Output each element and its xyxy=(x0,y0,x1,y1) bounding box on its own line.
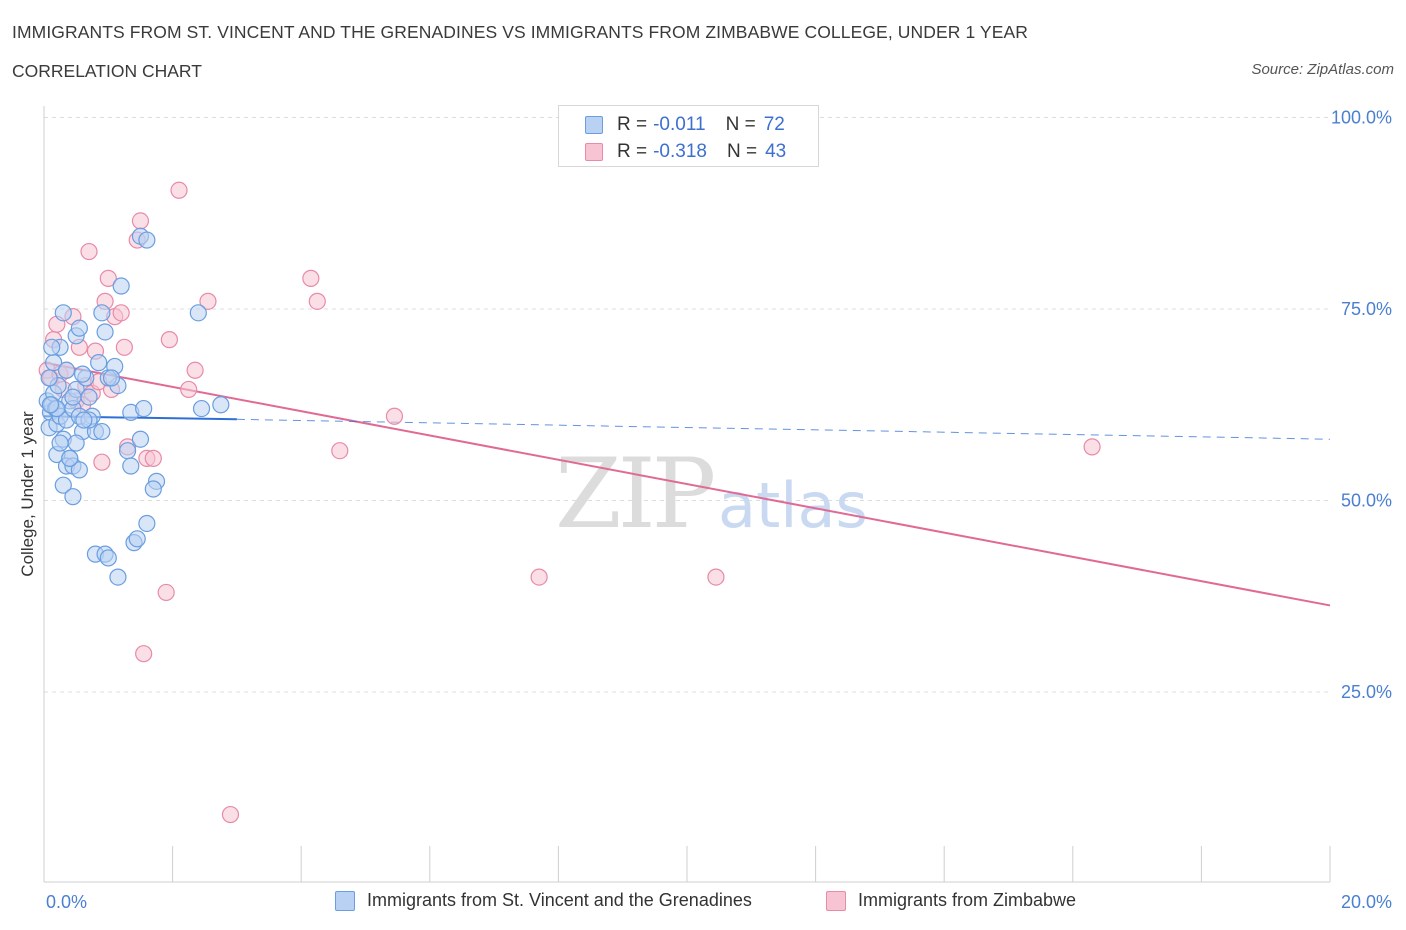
data-point-series2 xyxy=(308,292,326,310)
data-point-series2 xyxy=(80,242,98,261)
watermark: ZIP atlas xyxy=(555,438,868,550)
y-tick-label: 100.0% xyxy=(1331,108,1392,128)
data-point-series2 xyxy=(99,269,117,287)
data-point-series1 xyxy=(43,338,61,356)
data-point-series1 xyxy=(112,277,130,295)
data-point-series1 xyxy=(80,388,98,406)
legend-swatch-series1 xyxy=(335,890,355,911)
chart-title: IMMIGRANTS FROM ST. VINCENT AND THE GREN… xyxy=(12,22,1028,42)
legend-item-series2[interactable]: Immigrants from Zimbabwe xyxy=(826,890,1076,911)
data-point-series2 xyxy=(93,453,111,471)
x-tick-label: 20.0% xyxy=(1341,892,1392,912)
data-point-series2 xyxy=(157,583,175,602)
chart-subtitle: CORRELATION CHART xyxy=(12,61,202,81)
legend-swatch-series2 xyxy=(826,890,846,911)
data-point-series2 xyxy=(144,449,162,467)
y-tick-label: 25.0% xyxy=(1341,682,1392,702)
data-point-series1 xyxy=(93,422,111,441)
data-point-series1 xyxy=(90,354,108,372)
data-point-series2 xyxy=(221,805,240,824)
data-point-series2 xyxy=(135,645,153,663)
data-point-series1 xyxy=(128,530,146,548)
legend-item-series1[interactable]: Immigrants from St. Vincent and the Gren… xyxy=(335,890,752,911)
series2-points xyxy=(38,181,1101,824)
legend-swatch-series2 xyxy=(585,143,603,161)
data-point-series2 xyxy=(180,380,198,399)
data-point-series2 xyxy=(199,292,217,310)
data-point-series1 xyxy=(109,568,127,586)
data-point-series1 xyxy=(131,430,150,448)
data-point-series1 xyxy=(138,231,156,249)
legend-swatch-series1 xyxy=(585,116,603,134)
data-point-series1 xyxy=(51,434,69,452)
data-point-series2 xyxy=(115,338,133,356)
y-axis-label: College, Under 1 year xyxy=(18,411,37,577)
data-point-series1 xyxy=(70,319,88,337)
data-point-series1 xyxy=(144,480,162,498)
legend-n-label: N = xyxy=(725,114,756,135)
data-point-series2 xyxy=(707,568,725,586)
legend-r-label: R = xyxy=(617,114,648,135)
grid-lines xyxy=(44,117,1330,693)
trend-line-series1-extension xyxy=(236,418,1331,440)
data-point-series1 xyxy=(41,396,60,414)
data-point-series1 xyxy=(54,476,72,494)
x-tick-label: 0.0% xyxy=(46,892,87,912)
data-point-series1 xyxy=(212,396,230,414)
data-point-series1 xyxy=(99,549,117,567)
data-point-series1 xyxy=(135,399,153,418)
series1-points xyxy=(38,227,230,586)
data-point-series1 xyxy=(122,457,140,475)
watermark-zip: ZIP xyxy=(555,438,714,550)
data-point-series1 xyxy=(102,369,121,387)
data-point-series2 xyxy=(112,304,130,322)
data-point-series2 xyxy=(160,331,178,349)
data-point-series1 xyxy=(192,399,211,418)
data-point-series1 xyxy=(138,514,156,533)
data-point-series1 xyxy=(61,449,79,467)
series1-trend xyxy=(43,415,1331,440)
legend-label-series2: Immigrants from Zimbabwe xyxy=(858,890,1077,910)
data-point-series1 xyxy=(54,304,72,322)
data-point-series1 xyxy=(189,304,207,322)
data-point-series2 xyxy=(302,269,320,287)
legend-r-label: R = xyxy=(617,141,648,162)
data-point-series1 xyxy=(70,461,88,479)
data-point-series1 xyxy=(67,434,85,452)
trend-line-series2 xyxy=(43,361,1331,607)
data-point-series2 xyxy=(385,407,404,425)
legend-row-series1: R = -0.011 N = 72 xyxy=(585,113,785,137)
tick-labels: 100.0% 75.0% 50.0% 25.0% 0.0% 20.0% xyxy=(46,108,1392,913)
y-tick-label: 75.0% xyxy=(1341,299,1392,319)
data-point-series2 xyxy=(1083,438,1101,456)
data-point-series1 xyxy=(93,304,111,322)
legend-n-label: N = xyxy=(726,141,758,162)
source-credit: Source: ZipAtlas.com xyxy=(1251,61,1394,78)
data-point-series1 xyxy=(64,488,82,506)
legend-row-series2: R = -0.318 N = 43 xyxy=(585,140,786,164)
data-point-series1 xyxy=(73,365,92,383)
data-point-series1 xyxy=(64,388,82,406)
data-point-series1 xyxy=(118,442,137,460)
axes xyxy=(43,106,1331,883)
data-point-series1 xyxy=(96,323,114,341)
stats-legend: R = -0.011 N = 72 R = -0.318 N = 43 xyxy=(558,105,819,167)
legend-n-value: 72 xyxy=(763,114,785,135)
data-point-series2 xyxy=(186,361,204,379)
data-point-series1 xyxy=(40,369,58,387)
series2-trend xyxy=(43,361,1331,607)
legend-r-value: -0.318 xyxy=(653,141,707,162)
legend-r-value: -0.011 xyxy=(653,114,706,135)
legend-n-value: 43 xyxy=(765,141,787,162)
data-point-series1 xyxy=(75,411,93,429)
y-tick-label: 50.0% xyxy=(1341,491,1392,511)
data-point-series1 xyxy=(57,361,76,379)
data-point-series2 xyxy=(331,442,349,460)
data-point-series2 xyxy=(131,212,150,230)
watermark-atlas: atlas xyxy=(718,469,868,542)
data-point-series2 xyxy=(530,568,548,586)
series-legend: Immigrants from St. Vincent and the Gren… xyxy=(0,890,1406,916)
data-point-series2 xyxy=(170,181,188,199)
legend-label-series1: Immigrants from St. Vincent and the Gren… xyxy=(367,890,752,910)
